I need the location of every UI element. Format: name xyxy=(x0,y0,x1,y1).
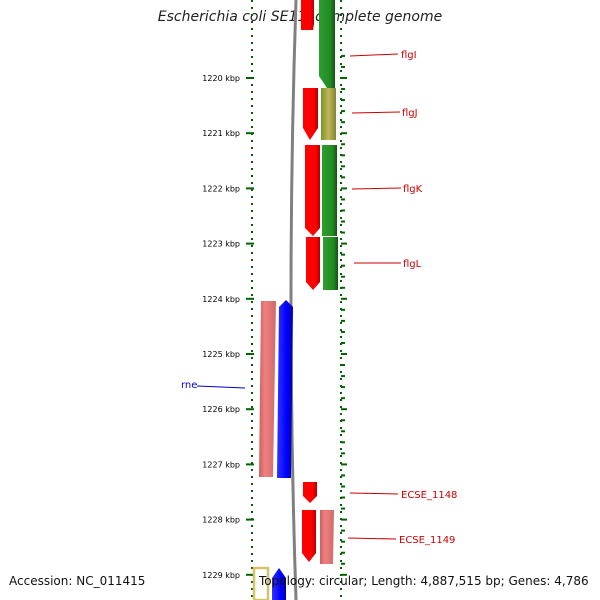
gene-label-ECSE_1149[interactable]: ECSE_1149 xyxy=(399,535,455,546)
genome-title: Escherichia coli SE11, complete genome xyxy=(157,9,443,25)
leader-flgI xyxy=(349,53,399,57)
ruler-tick-label: 1224 kbp xyxy=(202,295,240,304)
gene-ECSE_1148-cds[interactable] xyxy=(303,482,317,503)
gene-rne-cds[interactable] xyxy=(277,300,293,478)
leader-ECSE_1149 xyxy=(347,537,397,540)
gene-label-flgK[interactable]: flgK xyxy=(403,184,423,195)
ruler-tick-label: 1228 kbp xyxy=(202,516,240,525)
reverse-cds-bottom[interactable] xyxy=(272,568,286,600)
ruler-tick-label: 1225 kbp xyxy=(202,350,240,359)
ruler-tick-label: 1229 kbp xyxy=(202,571,240,580)
gene-flgJ-feature[interactable] xyxy=(321,88,336,140)
gene-flgL-cds[interactable] xyxy=(306,237,320,290)
other-feature-box[interactable] xyxy=(252,566,270,600)
leader-ECSE_1148 xyxy=(349,492,399,495)
ruler-tick-label: 1226 kbp xyxy=(202,405,240,414)
leader-flgJ xyxy=(351,111,401,114)
gene-label-ECSE_1148[interactable]: ECSE_1148 xyxy=(401,490,457,501)
gene-flgI-cds[interactable] xyxy=(301,0,314,30)
gene-flgI-feature[interactable] xyxy=(319,0,335,88)
ruler-tick-label: 1227 kbp xyxy=(202,460,240,469)
genome-backbone xyxy=(289,0,298,600)
ruler-tick-label: 1221 kbp xyxy=(202,129,240,138)
gene-flgK-cds[interactable] xyxy=(305,145,320,236)
ruler-tick-label: 1222 kbp xyxy=(202,184,240,193)
gene-label-flgL[interactable]: flgL xyxy=(403,259,422,270)
leader-rne xyxy=(196,385,246,389)
gene-label-flgI[interactable]: flgI xyxy=(401,50,417,61)
accession-text: Accession: NC_011415 xyxy=(9,574,146,588)
gene-label-flgJ[interactable]: flgJ xyxy=(402,108,418,119)
gene-ECSE_1149-feature[interactable] xyxy=(320,510,334,564)
ruler-tick-label: 1220 kbp xyxy=(202,74,240,83)
gene-flgL-feature[interactable] xyxy=(323,237,338,290)
gene-label-rne[interactable]: rne xyxy=(181,380,197,391)
gene-flgK-feature[interactable] xyxy=(322,145,337,236)
gene-ECSE_1149-cds[interactable] xyxy=(302,510,316,562)
leader-flgK xyxy=(351,187,402,190)
ruler-tick-label: 1223 kbp xyxy=(202,240,240,249)
gene-flgJ-cds[interactable] xyxy=(303,88,318,140)
genome-summary-text: Topology: circular; Length: 4,887,515 bp… xyxy=(259,574,589,588)
ruler-ticks xyxy=(246,54,347,576)
gene-rne-feature[interactable] xyxy=(259,301,276,477)
ruler-labels: 1220 kbp 1221 kbp 1222 kbp 1223 kbp 1224 kbp… xyxy=(202,74,240,580)
